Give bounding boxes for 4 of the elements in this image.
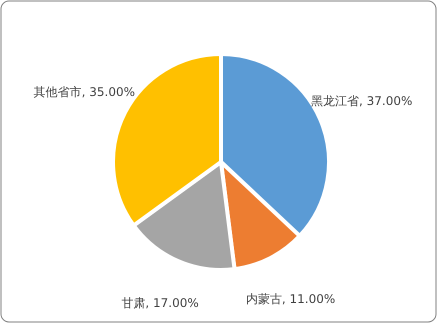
slice-label: 黑龙江省, 37.00% xyxy=(310,93,414,110)
slice-label: 内蒙古, 11.00% xyxy=(244,290,336,307)
slice-label: 甘肃, 17.00% xyxy=(120,294,200,311)
slice-label: 其他省市, 35.00% xyxy=(32,84,136,100)
